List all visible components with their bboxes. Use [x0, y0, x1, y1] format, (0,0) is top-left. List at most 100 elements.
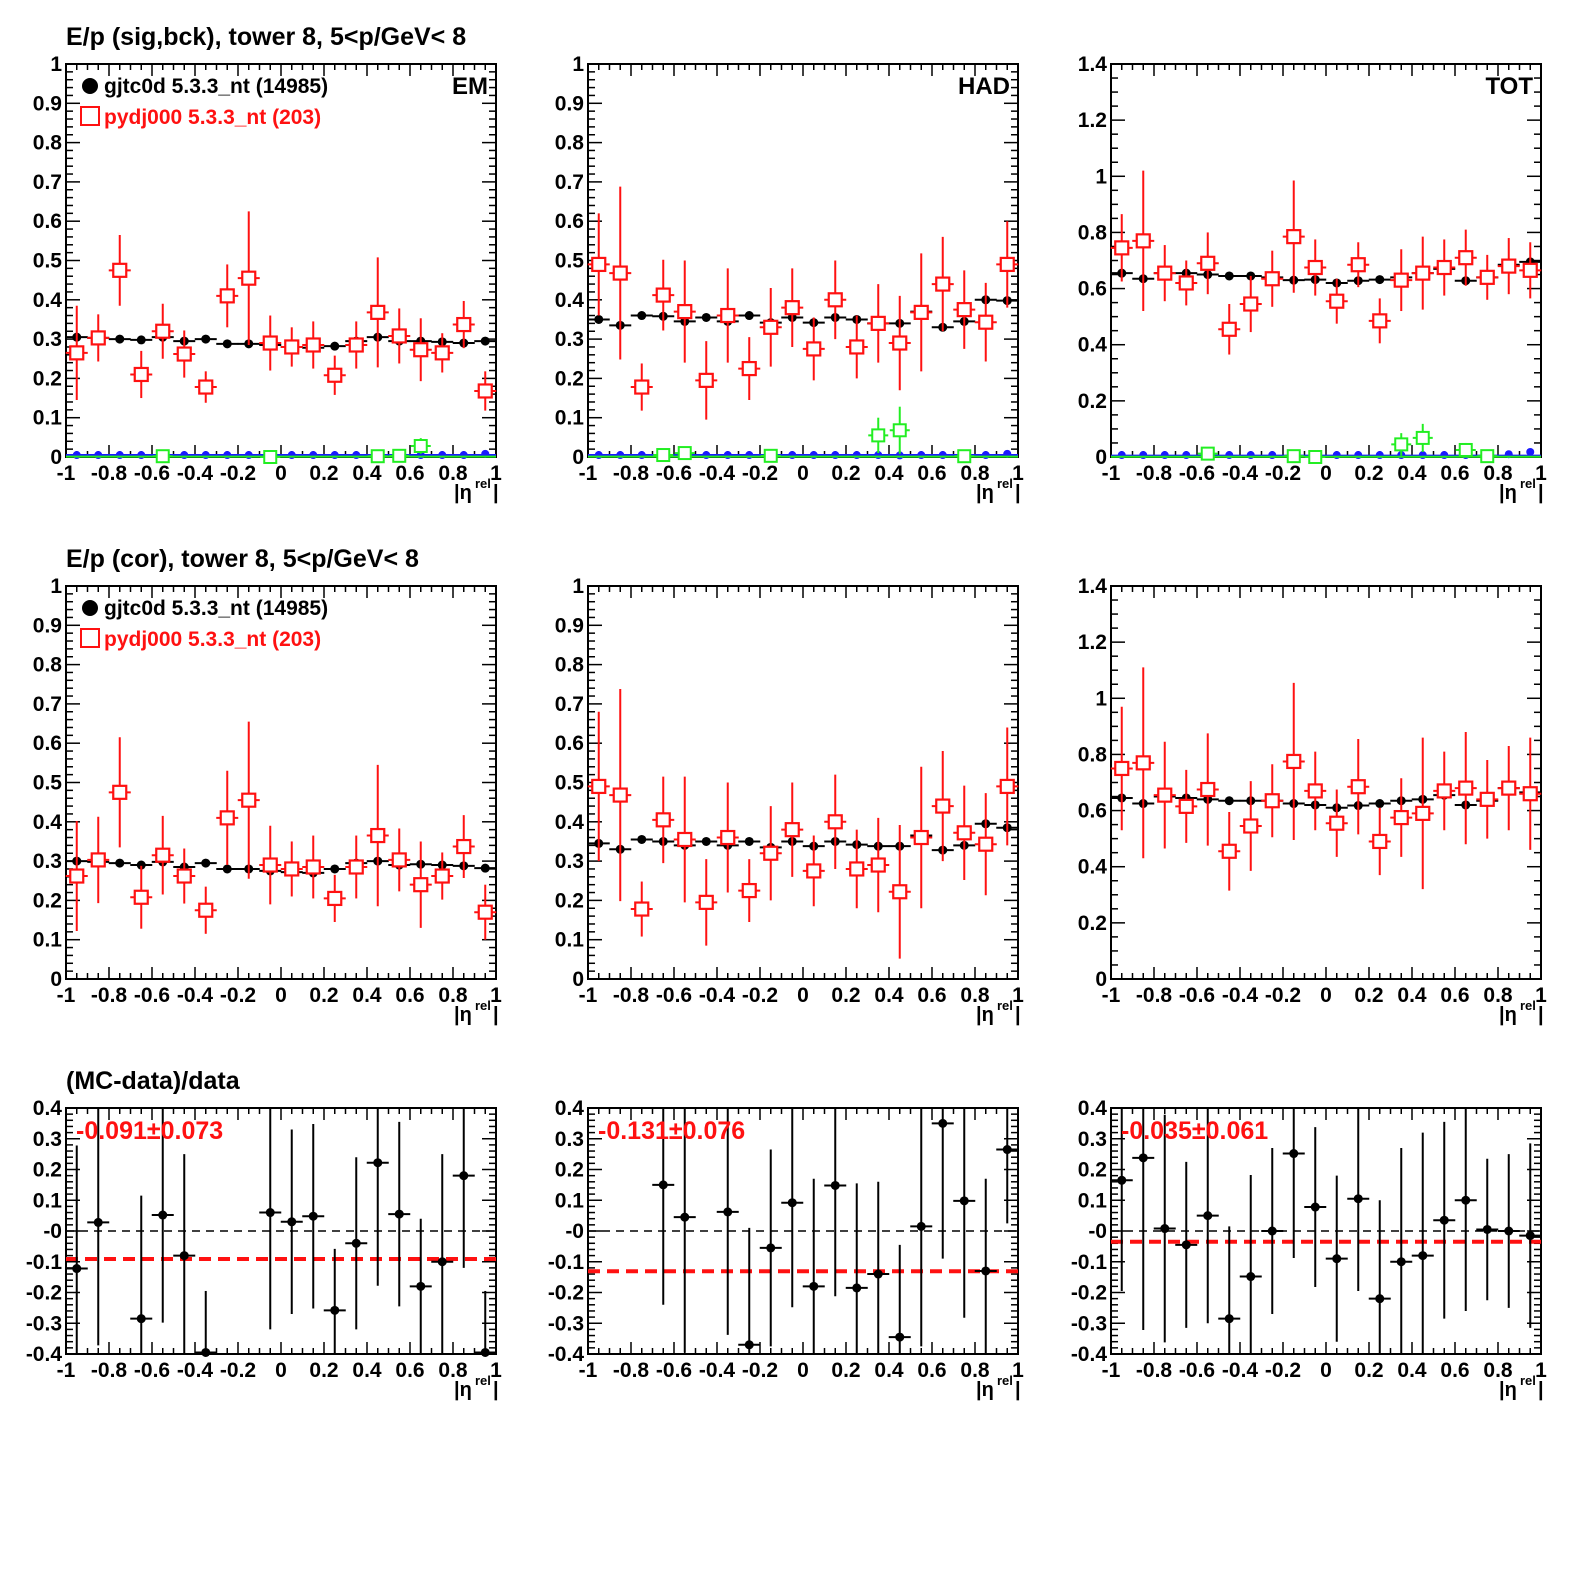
y-tick-label: 0.6 [33, 732, 62, 755]
y-tick-label: 0.1 [33, 929, 63, 952]
ratio-point [93, 1217, 103, 1227]
mc-marker [262, 335, 278, 351]
y-tick-label: -0.2 [26, 1282, 62, 1305]
ratio-point [830, 1180, 840, 1190]
mc-marker [1114, 760, 1130, 777]
x-tick-label: -1 [1102, 984, 1121, 1007]
panel-tag-tot: TOT [1485, 73, 1533, 100]
mc-marker [391, 852, 407, 868]
x-tick-label: 0.2 [309, 462, 338, 485]
x-tick-label: 1 [1535, 1359, 1547, 1382]
mc-marker [1157, 787, 1173, 803]
data-point [480, 336, 490, 346]
mc-marker [1350, 257, 1366, 273]
mc-marker [1264, 793, 1280, 809]
mc-marker [284, 339, 300, 355]
mc-marker [112, 262, 128, 278]
mc-marker [763, 845, 779, 861]
background-point [1160, 451, 1169, 460]
background-point [1117, 451, 1126, 460]
y-tick-label: 0.6 [1078, 800, 1107, 823]
background-point [723, 451, 732, 460]
y-tick-label: 0.4 [33, 811, 63, 834]
ratio-point [1525, 1231, 1535, 1241]
y-tick-label: 0.4 [1078, 856, 1108, 879]
x-tick-label: 0 [1320, 462, 1332, 485]
mc-marker [1522, 786, 1538, 802]
x-tick-label: 0 [1320, 1359, 1332, 1382]
y-tick-label: 0.4 [555, 811, 585, 834]
y-tick-label: 0.3 [33, 328, 62, 351]
signal-mc-marker [1200, 446, 1215, 461]
panel-7: -1 -0.8 -0.6 -0.4 -0.2 0 0.2 0.4 0.6 0.8 1 -0.4 -0.3… [548, 1097, 1024, 1401]
y-tick-label: 0.2 [555, 367, 584, 390]
plot-frame [1110, 585, 1542, 980]
panel-6: -1 -0.8 -0.6 -0.4 -0.2 0 0.2 0.4 0.6 0.8 1 -0.4 -0.3… [26, 1097, 502, 1401]
mc-marker [413, 342, 429, 358]
x-tick-label: -0.2 [742, 462, 778, 485]
ratio-point [787, 1198, 797, 1208]
x-tick-label: -0.6 [1179, 1359, 1215, 1382]
mc-marker [284, 861, 300, 877]
x-tick-label: 0.2 [831, 984, 860, 1007]
mc-marker [1114, 240, 1130, 256]
background-point [1375, 451, 1384, 460]
y-tick-label: 0.2 [1078, 1159, 1107, 1182]
x-tick-label: 0.2 [1354, 984, 1383, 1007]
mc-marker [634, 379, 650, 395]
x-tick-label: -0.8 [91, 984, 128, 1007]
mc-marker [634, 901, 650, 917]
background-point [244, 451, 253, 460]
background-point [788, 451, 797, 460]
background-point [852, 451, 861, 460]
background-point [1268, 451, 1277, 460]
ratio-point [895, 1332, 905, 1342]
x-tick-label: -1 [57, 984, 76, 1007]
y-tick-label: 1 [50, 53, 62, 76]
background-point [115, 451, 124, 460]
mc-marker [1329, 293, 1345, 309]
signal-mc-marker [263, 450, 278, 464]
y-tick-label: -0.3 [1071, 1312, 1107, 1335]
x-axis-label-end: | [1538, 482, 1544, 504]
y-tick-label: 0 [572, 446, 584, 469]
y-tick-label: -0.1 [548, 1251, 585, 1274]
mc-marker [806, 341, 822, 357]
fit-value-label: -0.091±0.073 [76, 1117, 223, 1145]
x-tick-label: -0.6 [134, 1359, 170, 1382]
x-tick-label: 0.6 [1440, 984, 1469, 1007]
x-tick-label: 0.6 [917, 462, 946, 485]
background-point [201, 451, 210, 460]
mc-marker [69, 345, 85, 361]
mc-marker [1135, 755, 1151, 771]
mc-marker [1415, 265, 1431, 281]
x-tick-label: 0.4 [352, 462, 382, 485]
mc-marker [913, 304, 929, 320]
panel-8: -1 -0.8 -0.6 -0.4 -0.2 0 0.2 0.4 0.6 0.8 1 -0.4 -0.3… [1071, 1097, 1547, 1401]
x-tick-label: 0 [797, 462, 809, 485]
mc-marker [1436, 259, 1452, 276]
ratio-point [1332, 1254, 1342, 1264]
y-tick-label: 0.3 [555, 850, 584, 873]
panels-group: -1 -0.8 -0.6 -0.4 -0.2 0 0.2 0.4 0.6 0.8 1 0 0.1 0.2 0… [26, 53, 1547, 1401]
x-axis-label-sup: rel [1520, 998, 1536, 1013]
y-tick-label: 0.2 [1078, 390, 1107, 413]
row-title-sig-bck: E/p (sig,bck), tower 8, 5<p/GeV< 8 [66, 23, 466, 51]
mc-marker [612, 265, 628, 281]
x-tick-label: -0.4 [177, 1359, 214, 1382]
y-tick-label: 0.9 [555, 614, 584, 637]
legend-mc-marker [80, 628, 100, 648]
y-tick-label: 1.2 [1078, 631, 1107, 654]
mc-marker [198, 379, 214, 395]
mc-marker [327, 890, 343, 907]
x-tick-label: 1 [1012, 1359, 1024, 1382]
mc-marker [90, 852, 106, 868]
background-point [137, 451, 146, 460]
mc-marker [827, 292, 843, 308]
background-point [637, 451, 646, 460]
mc-marker [219, 288, 235, 304]
x-tick-label: 1 [1535, 462, 1547, 485]
x-tick-label: 0.8 [960, 984, 990, 1007]
data-point [330, 864, 340, 874]
x-tick-label: -0.4 [699, 984, 736, 1007]
